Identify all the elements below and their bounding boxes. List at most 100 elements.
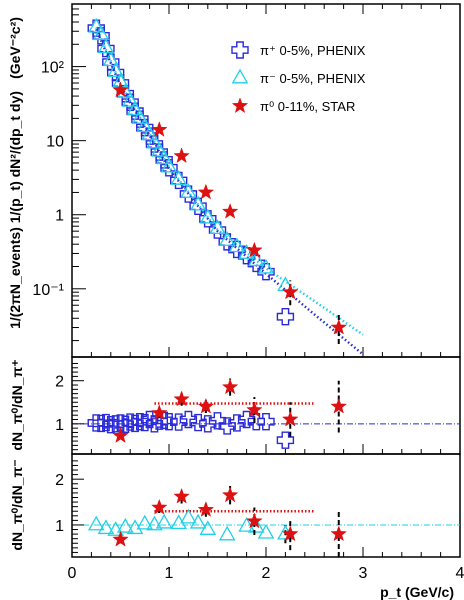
ratio-pi-minus-open-triangle-point — [218, 525, 236, 541]
legend-marker-filled-star — [231, 97, 249, 114]
spectra-open-triangle-point — [218, 231, 236, 246]
spectra-open-triangle-point — [121, 91, 139, 107]
legend-marker-open-cross — [231, 41, 249, 59]
ratio-pi-minus-open-triangle-point — [146, 515, 163, 531]
spectra-open-triangle-point — [228, 237, 246, 253]
ratio-pi-plus-filled-star-point — [281, 410, 299, 427]
y-tick-label: 10⁻¹ — [32, 282, 64, 299]
ratio-pi-minus-filled-star-point — [112, 530, 129, 547]
ratio-pi-plus-open-cross-point — [92, 414, 110, 433]
ratio-pi-plus-filled-star-point — [151, 404, 168, 421]
spectra-open-triangle-point — [107, 62, 124, 77]
spectra-open-triangle-point — [170, 170, 188, 185]
axis-ticks — [71, 3, 442, 557]
y-axis-label-spectra: 1/(2πN_events) 1/(p_t) dN²/(dp_t dy) — [7, 91, 23, 329]
panel-frame-ratio-pi-plus — [71, 356, 461, 455]
spectra-open-triangle-point — [247, 251, 265, 267]
fit-line — [95, 28, 364, 356]
y-tick-label: 10² — [41, 60, 65, 77]
ratio-pi-minus-filled-star-point — [246, 512, 263, 529]
y-tick-label: 1 — [55, 518, 64, 535]
spectra-filled-star-point — [330, 318, 348, 335]
fit-lines — [95, 26, 364, 356]
ratio-pi-plus-open-cross-point — [179, 410, 198, 429]
y-axis-unit-spectra: (GeV⁻²c²) — [7, 17, 23, 79]
spectra-open-triangle-point — [136, 117, 154, 133]
ratio-pi-plus-open-cross-point — [116, 415, 135, 433]
x-tick-label: 4 — [456, 565, 464, 582]
y-tick-label: 2 — [55, 374, 64, 391]
spectra-open-triangle-point — [155, 149, 173, 165]
y-axis-label-ratio-pi-minus: dN_π⁰/dN_π⁻ — [9, 459, 25, 550]
spectra-open-triangle-point — [102, 51, 120, 67]
ratio-pi-minus-open-triangle-point — [199, 520, 217, 535]
ratio-pi-minus-open-triangle-point — [180, 508, 197, 524]
spectra-filled-star-point — [281, 283, 299, 300]
spectra-open-triangle-point — [126, 100, 144, 116]
spectra-open-triangle-point — [97, 38, 115, 54]
y-tick-label: 2 — [55, 472, 64, 489]
legend-entry: π⁻ 0-5%, PHENIX — [260, 71, 366, 86]
spectra-open-triangle-point — [87, 17, 105, 33]
ratio-pi-plus-open-cross-point — [218, 417, 236, 435]
ratio-pi-minus-open-triangle-point — [117, 517, 134, 533]
ratio-pi-plus-filled-star-point — [173, 390, 190, 407]
spectra-open-cross-point — [257, 263, 275, 281]
ratio-pi-plus-open-cross-point — [199, 415, 217, 433]
x-tick-label: 1 — [165, 565, 174, 582]
ratio-pi-minus-open-triangle-point — [155, 513, 173, 529]
ratio-pi-plus-filled-star-point — [197, 397, 215, 414]
x-tick-label: 3 — [359, 565, 368, 582]
ratio-pi-plus-open-cross-point — [97, 413, 115, 432]
legend-marker-open-triangle — [231, 68, 249, 84]
ratio-pi-minus-open-triangle-point — [97, 519, 115, 535]
ratio-pi-minus-filled-star-point — [330, 525, 348, 542]
ratio-pi-minus-open-triangle-point — [87, 515, 105, 531]
ratio-pi-plus-open-cross-point — [87, 414, 105, 432]
ratio-pi-plus-open-cross-point — [189, 413, 207, 432]
spectra-open-triangle-point — [209, 219, 226, 235]
spectra-open-triangle-point — [131, 109, 149, 124]
ratio-pi-plus-open-cross-point — [228, 414, 246, 432]
y-tick-label: 1 — [55, 417, 64, 434]
spectra-open-cross-point — [276, 308, 295, 326]
spectra-open-triangle-point — [146, 133, 163, 149]
reference-lines — [72, 402, 460, 526]
spectra-filled-star-point — [151, 121, 168, 137]
legend-entry: π⁺ 0-5%, PHENIX — [260, 43, 366, 58]
spectra-open-triangle-point — [189, 195, 207, 211]
ratio-pi-plus-filled-star-point — [330, 397, 348, 414]
ratio-pi-plus-filled-star-point — [112, 427, 129, 443]
ratio-pi-plus-open-cross-point — [111, 414, 130, 432]
x-tick-label: 2 — [262, 565, 271, 582]
legend-entry: π⁰ 0-11%, STAR — [260, 99, 355, 114]
y-axis-label-ratio-pi-plus: dN_π⁰/dN_π⁺ — [9, 359, 25, 450]
spectra-filled-star-point — [246, 241, 263, 258]
y-tick-label: 1 — [55, 208, 64, 225]
spectra-open-triangle-point — [160, 157, 178, 173]
ratio-pi-plus-filled-star-point — [221, 378, 239, 395]
ratio-pi-plus-filled-star-point — [246, 401, 263, 418]
spectra-open-triangle-point — [92, 25, 110, 41]
ratio-pi-minus-filled-star-point — [221, 486, 239, 503]
x-axis-label: p_t (GeV/c) — [380, 584, 454, 600]
spectra-filled-star-point — [173, 147, 190, 164]
panel-frame-ratio-pi-minus — [71, 453, 461, 558]
ratio-pi-minus-open-triangle-point — [238, 517, 255, 532]
ratio-pi-minus-open-triangle-point — [136, 514, 154, 530]
ratio-pi-plus-open-cross-point — [145, 415, 164, 433]
ratio-pi-minus-filled-star-point — [281, 525, 299, 542]
spectra-open-triangle-point — [238, 244, 255, 259]
spectra-open-triangle-point — [150, 141, 168, 157]
ratio-pi-minus-filled-star-point — [173, 487, 190, 504]
y-tick-label: 10 — [46, 134, 64, 151]
spectra-filled-star-point — [112, 81, 129, 98]
spectra-open-triangle-point — [199, 208, 217, 224]
ratio-pi-plus-open-cross-point — [131, 412, 149, 431]
axis-texts: 10⁻¹ 1 10 10² 1 2 1 2 0 1 2 3 4p_t (GeV/c) 1/(2πN_eve… — [7, 17, 464, 600]
ratio-pi-plus-open-cross-point — [257, 412, 275, 431]
ratio-pi-minus-filled-star-point — [151, 498, 168, 515]
spectra-open-triangle-point — [180, 183, 197, 198]
ratio-pi-plus-open-cross-point — [126, 414, 144, 433]
